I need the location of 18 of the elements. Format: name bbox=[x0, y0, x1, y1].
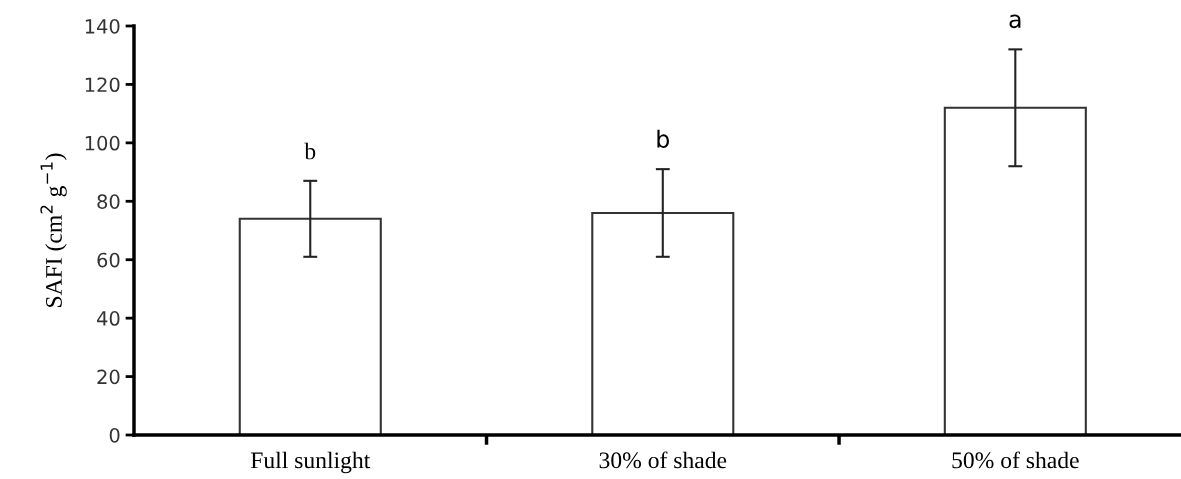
y-tick-label: 20 bbox=[97, 369, 120, 385]
bar bbox=[591, 211, 735, 435]
x-tick-label: Full sunlight bbox=[250, 451, 371, 474]
bar bbox=[943, 106, 1087, 435]
annotation: b bbox=[304, 142, 316, 160]
x-tick-label: 50% of shade bbox=[952, 451, 1079, 469]
y-tick-label: 120 bbox=[85, 77, 120, 93]
y-tick-label: 60 bbox=[97, 252, 120, 268]
y-tick-label: 140 bbox=[85, 18, 120, 34]
y-tick-label: 80 bbox=[97, 194, 120, 209]
annotation: b bbox=[657, 129, 669, 148]
y-tick-label: 100 bbox=[85, 135, 120, 151]
bar bbox=[238, 217, 382, 435]
x-tick-label: 30% of shade bbox=[599, 451, 727, 469]
y-tick-label: 40 bbox=[97, 311, 120, 326]
y-axis-title: SAFI (cm$^{2}$ g$^{−1}$) bbox=[40, 153, 67, 307]
annotation: a bbox=[1009, 14, 1021, 29]
y-tick-label: 0 bbox=[109, 427, 120, 443]
